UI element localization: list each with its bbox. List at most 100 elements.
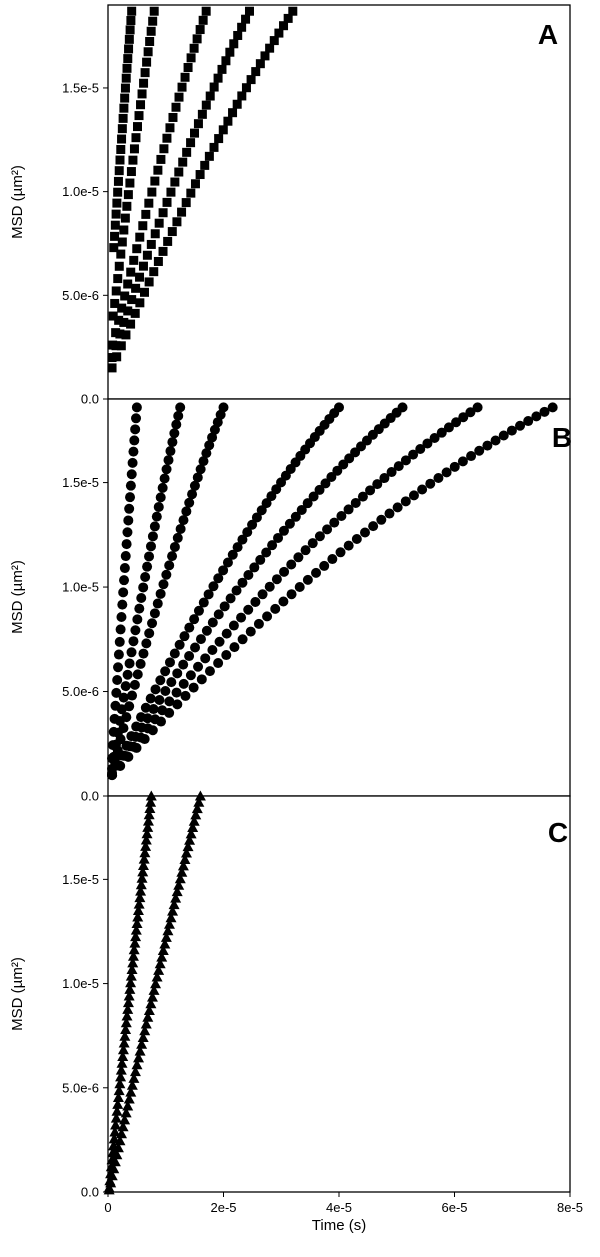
panel-b-data-point [112,675,123,686]
panel-a-data-point [149,6,159,16]
panel-b-data-point [130,424,141,435]
panel-a-data-point [120,291,130,301]
panel-c-data-point [125,970,137,981]
panel-b-data-point [147,725,158,736]
panel-a-data-point [132,244,142,254]
panel-b-data-point [122,527,133,538]
panel-c-data-point [148,984,160,995]
panel-b-data-point [175,402,186,413]
panel-a-data-point [214,134,224,144]
panel-a-data-point [181,198,191,208]
panel-a-data-points [107,6,298,373]
panel-b-data-point [149,521,160,532]
panel-b-data-point [237,577,248,588]
panel-a-data-point [158,246,168,256]
panel-a-data-point [124,44,134,54]
panel-b-data-point [184,651,195,662]
panel-c-data-point [123,990,135,1001]
panel-c-data-point [133,1052,145,1063]
panel-a-y-tick-label: 1.0e-5 [62,184,99,199]
panel-b-y-tick-label: 0.0 [81,789,99,804]
panel-c-data-point [128,944,140,955]
panel-b-data-point [286,589,297,600]
panel-b-data-point [178,678,189,689]
panel-b-data-point [155,588,166,599]
panel-c-data-point [139,847,151,858]
panel-a-label: A [538,19,558,50]
panel-b-data-point [136,592,147,603]
panel-b-data-point [253,618,264,629]
panel-c-data-point [177,860,189,871]
panel-a-data-point [204,151,214,161]
panel-b-data-point [327,554,338,565]
panel-c-data-point [109,1156,121,1167]
panel-b-data-point [243,570,254,581]
panel-b-data-point [209,424,220,435]
panel-b-data-point [123,515,134,526]
panel-a-data-point [197,109,207,119]
panel-b-data-point [179,631,190,642]
panel-c-data-point [137,859,149,870]
panel-c-data-point [120,1107,132,1118]
panel-b-data-point [314,484,325,495]
panel-b-data-point [547,402,558,413]
panel-b-data-point [243,604,254,615]
panel-b-data-point [138,582,149,593]
panel-b-data-point [271,574,282,585]
panel-a-data-point [135,232,145,242]
panel-b-data-point [319,560,330,571]
panel-b-data-point [132,614,143,625]
panel-a-data-point [269,36,279,46]
panel-b-data-point [531,411,542,422]
panel-a-data-point [205,91,215,101]
panel-c-data-point [142,815,154,826]
panel-b-data-point [474,445,485,456]
panel-a-data-point [119,317,129,327]
panel-b-data-point [193,661,204,672]
panel-b-data-point [142,713,153,724]
panel-b-data-point [365,485,376,496]
panel-c-data-points [103,790,206,1195]
panel-b-data-point [115,624,126,635]
panel-c-data-point [117,1051,129,1062]
panel-b-data-point [119,563,130,574]
panel-a-data-point [110,220,120,230]
panel-b-label: B [552,422,572,453]
panel-b-data-point [163,455,174,466]
panel-b-data-point [386,467,397,478]
panel-a-data-point [143,47,153,57]
panel-a-data-point [110,231,120,241]
panel-b-data-point [290,511,301,522]
panel-a-data-point [260,51,270,61]
panel-b-data-point [131,413,142,424]
panel-b-data-point [184,497,195,508]
panel-b-data-point [196,674,207,685]
panel-c-data-point [159,938,171,949]
panel-b-data-point [125,492,136,503]
panel-b-data-point [236,612,247,623]
panel-c-data-point [167,905,179,916]
panel-a-data-point [182,147,192,157]
panel-b-data-point [185,670,196,681]
panel-b-data-point [188,682,199,693]
panel-c-data-point [125,1086,137,1097]
panel-a-data-point [153,256,163,266]
panel-b-data-point [326,472,337,483]
panel-b-data-point [357,491,368,502]
panel-b-data-point [156,716,167,727]
panel-a-data-point [167,227,177,237]
panel-c-data-point [170,892,182,903]
panel-b-data-point [302,574,313,585]
panel-b-data-point [189,614,200,625]
panel-b-data-point [125,480,136,491]
panel-a-data-point [120,213,130,223]
panel-b-data-point [221,650,232,661]
panel-b-data-point [261,547,272,558]
panel-c-data-point [176,866,188,877]
panel-b-data-point [311,567,322,578]
panel-c-data-point [179,853,191,864]
panel-b-y-axis-title: MSD (µm²) [9,560,26,634]
panel-b-data-point [308,491,319,502]
panel-b-data-point [140,572,151,583]
panel-a-data-point [114,166,124,176]
